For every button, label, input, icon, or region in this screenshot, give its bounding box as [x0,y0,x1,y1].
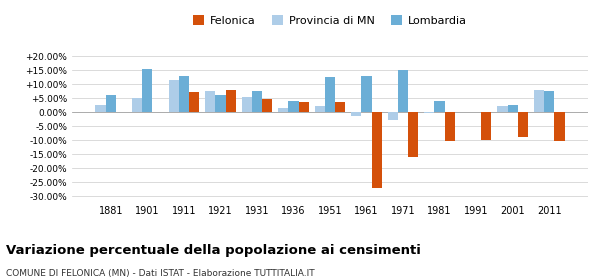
Bar [289,101,299,112]
Text: COMUNE DI FELONICA (MN) - Dati ISTAT - Elaborazione TUTTITALIA.IT: COMUNE DI FELONICA (MN) - Dati ISTAT - E… [6,269,314,278]
Bar [361,76,371,112]
Bar [518,112,528,137]
Bar [215,95,226,112]
Text: Variazione percentuale della popolazione ai censimenti: Variazione percentuale della popolazione… [6,244,421,256]
Bar [262,99,272,112]
Bar [226,90,236,112]
Bar [371,112,382,188]
Bar [325,77,335,112]
Bar [95,105,106,112]
Bar [252,91,262,112]
Bar [434,101,445,112]
Bar [424,112,434,113]
Bar [554,112,565,141]
Bar [497,106,508,112]
Bar [278,108,289,112]
Bar [445,112,455,141]
Bar [299,102,309,112]
Bar [132,98,142,112]
Bar [408,112,418,157]
Bar [179,76,189,112]
Bar [169,80,179,112]
Bar [508,105,518,112]
Bar [534,90,544,112]
Bar [481,112,491,140]
Bar [205,91,215,112]
Bar [142,69,152,112]
Bar [398,70,408,112]
Bar [106,95,116,112]
Bar [314,106,325,112]
Bar [388,112,398,120]
Bar [351,112,361,116]
Bar [544,91,554,112]
Bar [335,102,346,112]
Legend: Felonica, Provincia di MN, Lombardia: Felonica, Provincia di MN, Lombardia [188,11,472,30]
Bar [242,97,252,112]
Bar [189,92,199,112]
